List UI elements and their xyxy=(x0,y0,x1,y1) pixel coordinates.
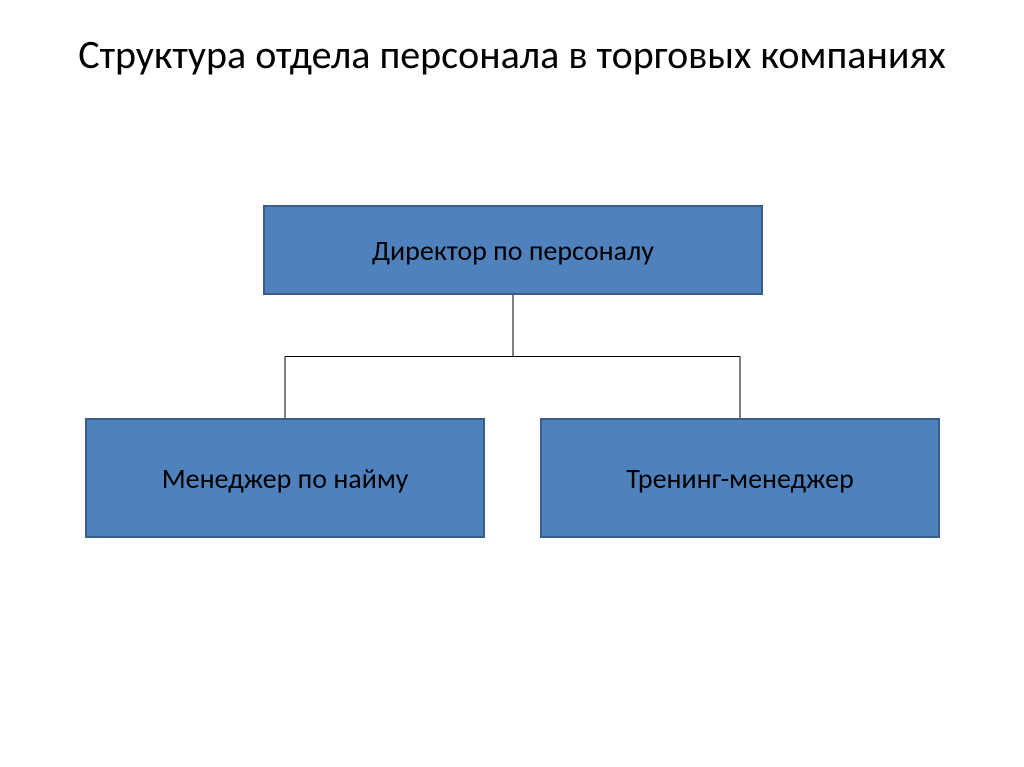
org-node-left-label: Менеджер по найму xyxy=(162,461,409,496)
org-node-root: Директор по персоналу xyxy=(263,205,763,295)
org-connectors xyxy=(0,0,1024,767)
org-node-left: Менеджер по найму xyxy=(85,418,485,538)
slide-title: Структура отдела персонала в торговых ко… xyxy=(0,30,1024,80)
org-node-right: Тренинг-менеджер xyxy=(540,418,940,538)
org-node-root-label: Директор по персоналу xyxy=(372,233,654,268)
org-node-right-label: Тренинг-менеджер xyxy=(626,461,854,496)
